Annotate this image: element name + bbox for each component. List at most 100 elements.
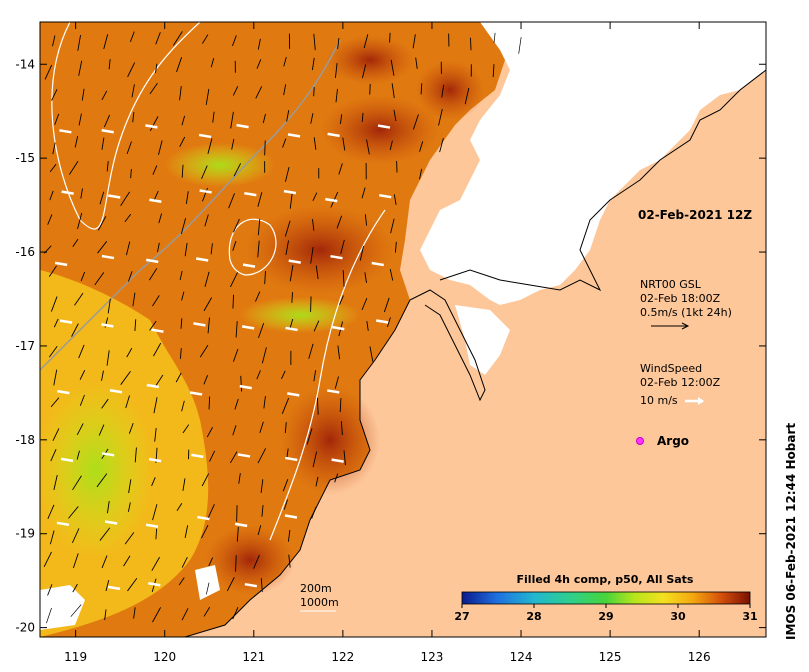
wind-vector	[149, 198, 162, 203]
current-vector	[126, 347, 133, 358]
current-legend-title: NRT00 GSL	[640, 278, 702, 291]
current-vector	[70, 604, 82, 617]
current-vector	[232, 294, 234, 309]
current-legend-scale: 0.5m/s (1kt 24h)	[640, 306, 732, 319]
current-vector	[124, 532, 135, 545]
current-vector	[179, 270, 183, 281]
current-vector	[81, 88, 85, 101]
current-vector	[134, 319, 137, 331]
current-vector	[311, 57, 315, 71]
current-vector	[47, 214, 53, 225]
wind-vector	[145, 124, 158, 129]
wind-vector	[327, 132, 340, 138]
current-vector	[153, 397, 158, 414]
current-vector	[255, 291, 261, 302]
current-vector	[76, 423, 84, 436]
current-vector	[420, 83, 423, 95]
current-vector	[415, 57, 418, 69]
current-vector	[311, 506, 317, 519]
current-vector	[285, 240, 289, 256]
wind-vector	[108, 194, 121, 199]
wind-vector	[146, 258, 159, 264]
current-vector	[107, 298, 111, 314]
current-vector	[69, 160, 79, 175]
lat-tick-label: -17	[15, 339, 35, 353]
current-vector	[131, 84, 135, 98]
current-vector	[94, 272, 105, 286]
current-vector	[101, 370, 104, 381]
current-vector	[43, 551, 52, 568]
wind-vector	[244, 582, 258, 588]
current-vector	[80, 271, 86, 282]
current-vector	[518, 37, 522, 54]
current-vector	[386, 317, 391, 328]
current-vector	[149, 320, 157, 331]
current-vector	[99, 191, 105, 205]
current-vector	[464, 87, 470, 105]
current-vector	[238, 473, 241, 484]
lon-tick-label: 122	[331, 650, 354, 664]
current-vector	[313, 87, 315, 97]
current-vector	[205, 88, 210, 106]
latitude-axis: -14 -15 -16 -17 -18 -19 -20	[15, 57, 766, 635]
current-vector	[180, 218, 187, 235]
current-vector	[44, 64, 53, 80]
colorbar-tick-label: 29	[598, 610, 613, 623]
current-vector	[233, 163, 241, 177]
wind-vector	[60, 457, 74, 463]
current-vector	[106, 350, 110, 366]
lon-tick-label: 125	[599, 650, 622, 664]
current-vector	[232, 35, 237, 47]
current-vector	[182, 424, 190, 434]
current-vector	[153, 190, 159, 201]
current-vector	[179, 136, 186, 148]
current-vector	[103, 114, 111, 128]
current-vector	[261, 347, 267, 364]
current-vector	[101, 398, 109, 409]
wind-vector	[59, 129, 72, 134]
current-vector	[310, 113, 314, 124]
current-vector	[201, 524, 209, 539]
current-legend-time: 02-Feb 18:00Z	[640, 292, 721, 305]
current-vector	[412, 114, 419, 130]
current-vector	[74, 136, 79, 148]
lat-tick-label: -20	[15, 621, 35, 635]
current-vector	[283, 84, 287, 96]
wind-vector	[285, 326, 298, 332]
wind-vector	[189, 391, 203, 396]
warm-sst-patch	[280, 385, 380, 495]
current-vector	[149, 82, 158, 95]
current-vector	[152, 504, 158, 521]
lat-tick-label: -15	[15, 151, 35, 165]
current-vector	[337, 38, 340, 49]
current-vector	[363, 34, 369, 49]
wind-vector	[287, 133, 301, 138]
map-frame	[39, 21, 767, 638]
current-vector	[202, 187, 208, 202]
current-vector	[257, 240, 260, 258]
current-vector	[53, 318, 59, 328]
current-vector	[103, 34, 109, 50]
current-vector	[284, 166, 290, 182]
current-vector	[158, 213, 163, 224]
current-vector	[235, 555, 237, 572]
contour-1000m	[51, 22, 201, 230]
current-vector	[78, 344, 85, 359]
current-vector	[203, 297, 213, 312]
current-vector	[155, 63, 158, 73]
current-vector	[207, 504, 215, 520]
current-vector	[334, 473, 339, 483]
current-vector	[306, 428, 313, 445]
current-vector	[281, 398, 290, 415]
current-vector	[226, 577, 235, 592]
lat-tick-label: -18	[15, 433, 35, 447]
current-vector	[50, 397, 60, 408]
wind-vector	[330, 254, 343, 260]
current-vector	[257, 448, 267, 464]
current-vector	[127, 577, 138, 592]
cool-sst-patch	[240, 297, 360, 333]
current-vector	[108, 59, 111, 70]
current-vector	[260, 479, 264, 493]
current-vector	[153, 342, 162, 357]
